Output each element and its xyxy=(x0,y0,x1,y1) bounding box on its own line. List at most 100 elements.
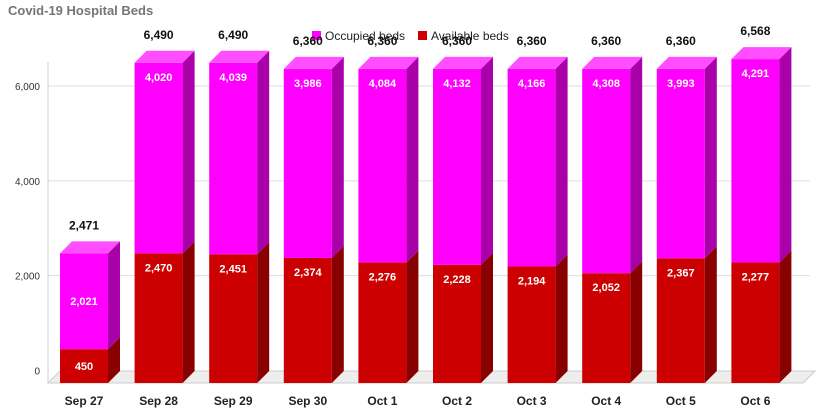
total-label: 2,471 xyxy=(69,218,99,232)
bar-available xyxy=(433,252,493,383)
bar-occupied xyxy=(656,56,717,259)
bar-available xyxy=(656,246,717,383)
bar-available-side xyxy=(108,337,120,383)
x-tick-label: Oct 4 xyxy=(591,394,621,408)
legend-swatch xyxy=(418,31,427,40)
bar-occupied-front xyxy=(209,62,258,255)
bar-occupied-side xyxy=(481,56,493,265)
x-tick-label: Oct 3 xyxy=(517,394,547,408)
bar-occupied-side xyxy=(555,56,568,267)
bar-available xyxy=(358,250,419,383)
x-tick-label: Sep 27 xyxy=(65,394,104,408)
bar-occupied-front xyxy=(656,68,705,259)
total-label: 6,360 xyxy=(591,34,621,48)
bar-occupied-side xyxy=(630,56,643,274)
data-label-available: 2,052 xyxy=(592,282,620,294)
data-label-available: 2,228 xyxy=(443,274,471,286)
x-tick-label: Sep 28 xyxy=(139,394,178,408)
y-tick-label: 4,000 xyxy=(15,177,40,188)
bar-available-side xyxy=(406,250,419,383)
total-label: 6,360 xyxy=(517,34,547,48)
bar-available xyxy=(731,250,792,383)
bar-available-front xyxy=(134,253,183,383)
bar-available xyxy=(60,337,120,383)
y-tick-label: 2,000 xyxy=(15,272,40,283)
legend-swatch xyxy=(312,31,321,40)
data-label-occupied: 4,020 xyxy=(145,72,173,84)
x-tick-label: Oct 5 xyxy=(666,394,696,408)
bar-occupied xyxy=(731,47,792,263)
bar-occupied-top xyxy=(209,50,270,63)
bar-occupied-top xyxy=(283,56,344,69)
bar-available-front xyxy=(283,257,332,383)
data-label-available: 2,367 xyxy=(667,267,695,279)
y-tick-label: 6,000 xyxy=(15,82,40,93)
bar-occupied-side xyxy=(108,241,120,350)
bar-occupied-top xyxy=(507,56,568,69)
bar-occupied-front xyxy=(731,59,780,263)
bar-available-front xyxy=(731,262,780,383)
bar-occupied-top xyxy=(358,56,419,69)
bar-available-side xyxy=(779,250,792,383)
data-label-occupied: 4,084 xyxy=(369,78,397,90)
data-label-available: 2,470 xyxy=(145,262,173,274)
data-label-occupied: 3,986 xyxy=(294,78,322,90)
bar-occupied-side xyxy=(406,56,419,263)
total-label: 6,360 xyxy=(666,34,696,48)
bar-available-front xyxy=(209,254,258,383)
data-label-occupied: 4,166 xyxy=(518,78,546,90)
bar-occupied-side xyxy=(331,56,344,258)
bar-occupied-front xyxy=(60,253,108,350)
bar-available-front xyxy=(507,266,556,383)
bar-available xyxy=(507,254,568,383)
total-label: 6,490 xyxy=(218,28,248,42)
data-label-occupied: 2,021 xyxy=(70,296,98,308)
legend-label: Occupied beds xyxy=(325,29,405,43)
x-tick-label: Oct 6 xyxy=(740,394,770,408)
bar-available-side xyxy=(555,254,568,383)
bar-available-side xyxy=(331,245,344,383)
total-label: 6,360 xyxy=(293,34,323,48)
x-tick-label: Sep 30 xyxy=(288,394,327,408)
data-label-available: 2,451 xyxy=(219,263,247,275)
bar-available-front xyxy=(582,273,631,383)
bar-occupied xyxy=(134,50,195,254)
y-tick-label: 0 xyxy=(34,367,40,378)
bar-occupied-side xyxy=(182,50,195,254)
x-tick-label: Oct 2 xyxy=(442,394,472,408)
data-label-occupied: 4,308 xyxy=(592,78,620,90)
bar-available xyxy=(283,245,344,383)
total-label: 6,360 xyxy=(367,34,397,48)
bar-occupied-top xyxy=(731,47,792,60)
bar-available xyxy=(582,261,643,383)
bar-available xyxy=(134,241,195,383)
bar-occupied xyxy=(582,56,643,274)
bar-available-side xyxy=(704,246,717,383)
bar-available-side xyxy=(182,241,195,383)
bar-occupied-front xyxy=(433,68,481,265)
bar-available-front xyxy=(358,262,407,383)
x-tick-label: Sep 29 xyxy=(214,394,253,408)
bar-occupied-side xyxy=(257,50,270,255)
bar-occupied-front xyxy=(582,68,631,274)
bar-available-front xyxy=(433,264,481,383)
data-label-occupied: 4,039 xyxy=(219,72,247,84)
data-label-available: 2,194 xyxy=(518,275,546,287)
bar-occupied-front xyxy=(283,68,332,258)
data-label-available: 2,374 xyxy=(294,267,322,279)
bar-available-side xyxy=(481,252,493,383)
bar-occupied xyxy=(283,56,344,258)
bar-occupied xyxy=(209,50,270,255)
bar-available-front xyxy=(656,258,705,383)
bar-available-front xyxy=(60,349,108,383)
data-label-available: 2,276 xyxy=(369,272,397,284)
bar-occupied xyxy=(433,56,493,265)
data-label-available: 2,277 xyxy=(742,272,770,284)
bar-occupied-top xyxy=(134,50,195,63)
total-label: 6,360 xyxy=(442,34,472,48)
data-label-occupied: 4,132 xyxy=(443,78,471,90)
total-label: 6,568 xyxy=(740,24,770,38)
chart-title: Covid-19 Hospital Beds xyxy=(8,3,154,18)
